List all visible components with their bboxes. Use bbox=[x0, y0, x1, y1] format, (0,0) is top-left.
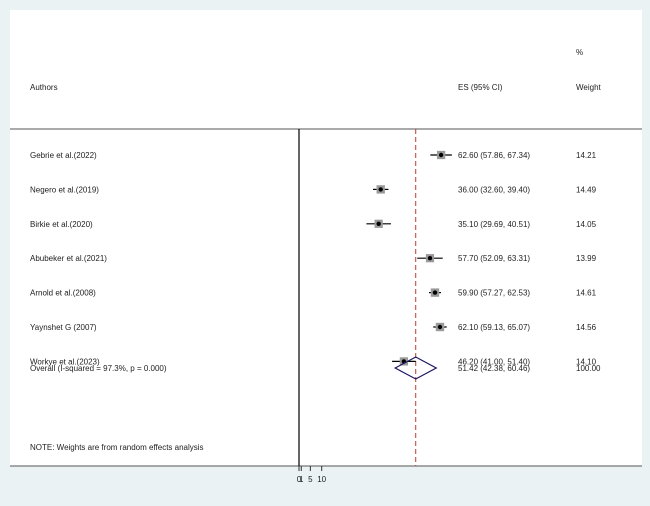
study-rows: Gebrie et al.(2022) 62.60 (57.86, 67.34) 1… bbox=[30, 150, 597, 366]
overall-diamond bbox=[393, 356, 438, 380]
overall-row: Overall (I-squared = 97.3%, p = 0.000) 5… bbox=[30, 356, 601, 380]
study-row: Arnold et al.(2008) 59.90 (57.27, 62.53) 1… bbox=[30, 288, 597, 298]
point-estimate bbox=[376, 221, 381, 226]
study-row: Negero et al.(2019) 36.00 (32.60, 39.40) 1… bbox=[30, 185, 597, 194]
es-ci-text: 59.90 (57.27, 62.53) bbox=[458, 289, 530, 298]
es-ci-text: 62.10 (59.13, 65.07) bbox=[458, 323, 530, 332]
point-estimate bbox=[427, 256, 433, 261]
weight-text: 14.56 bbox=[576, 323, 597, 332]
point-estimate bbox=[437, 324, 443, 330]
es-header: ES (95% CI) bbox=[458, 83, 503, 92]
study-label: Gebrie et al.(2022) bbox=[30, 151, 97, 160]
weight-text: 13.99 bbox=[576, 254, 597, 263]
study-row: Yaynshet G (2007) 62.10 (59.13, 65.07) 14.… bbox=[30, 322, 597, 332]
weight-text: 14.05 bbox=[576, 220, 597, 229]
study-label: Birkie et al.(2020) bbox=[30, 220, 93, 229]
x-tick-label: 10 bbox=[317, 475, 326, 484]
study-row: Birkie et al.(2020) 35.10 (29.69, 40.51) 1… bbox=[30, 219, 597, 229]
study-label: Workye et al.(2023) bbox=[30, 357, 100, 366]
authors-header: Authors bbox=[30, 83, 58, 92]
study-row: Abubeker et al.(2021) 57.70 (52.09, 63.31… bbox=[30, 254, 597, 263]
study-label: Abubeker et al.(2021) bbox=[30, 254, 107, 263]
weight-pct-header: % bbox=[576, 48, 583, 57]
study-label: Negero et al.(2019) bbox=[30, 185, 99, 194]
note-text: NOTE: Weights are from random effects an… bbox=[30, 443, 204, 452]
point-estimate bbox=[432, 290, 438, 295]
weight-header: Weight bbox=[576, 83, 602, 92]
overall-es-text: 51.42 (42.38, 60.46) bbox=[458, 364, 530, 373]
x-axis-ticks: 01 5 10 bbox=[297, 466, 327, 484]
es-ci-text: 62.60 (57.86, 67.34) bbox=[458, 151, 530, 160]
weight-text: 14.61 bbox=[576, 289, 597, 298]
point-estimate bbox=[378, 187, 383, 192]
weight-text: 14.10 bbox=[576, 357, 597, 366]
es-ci-text: 35.10 (29.69, 40.51) bbox=[458, 220, 530, 229]
x-tick-label: 1 bbox=[299, 475, 304, 484]
es-ci-text: 46.20 (41.00, 51.40) bbox=[458, 357, 530, 366]
header-group: Authors ES (95% CI) % Weight bbox=[30, 48, 602, 92]
study-label: Arnold et al.(2008) bbox=[30, 289, 96, 298]
overall-weight-text: 100.00 bbox=[576, 364, 601, 373]
point-estimate bbox=[438, 152, 444, 158]
study-label: Yaynshet G (2007) bbox=[30, 323, 97, 332]
x-tick-label: 5 bbox=[308, 475, 313, 484]
weight-text: 14.21 bbox=[576, 151, 597, 160]
x-tick-label: 0 bbox=[297, 475, 302, 484]
weight-text: 14.49 bbox=[576, 185, 597, 194]
es-ci-text: 57.70 (52.09, 63.31) bbox=[458, 254, 530, 263]
overall-label: Overall (I-squared = 97.3%, p = 0.000) bbox=[30, 364, 167, 373]
study-row: Gebrie et al.(2022) 62.60 (57.86, 67.34) 1… bbox=[30, 150, 597, 160]
es-ci-text: 36.00 (32.60, 39.40) bbox=[458, 185, 530, 194]
plot-area bbox=[10, 10, 642, 466]
